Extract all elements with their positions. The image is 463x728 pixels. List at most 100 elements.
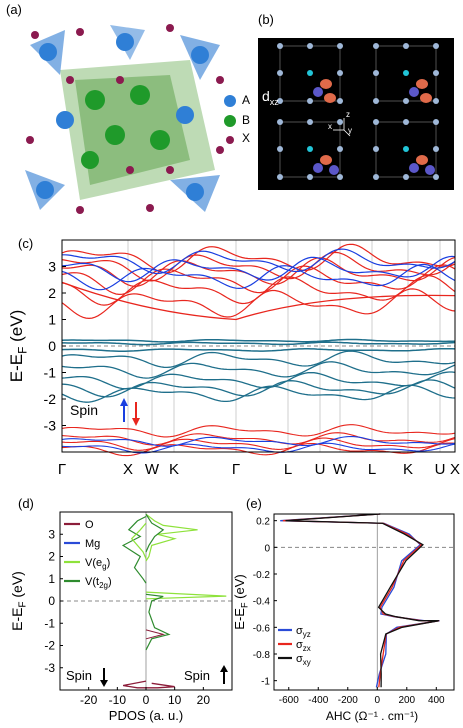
ytick-label: 2 [48,550,55,564]
legend-b-dot [224,115,236,127]
kpoint-label: Γ [58,461,66,478]
spin-up-band [61,255,456,283]
legend-label: σyz [296,625,311,639]
xtick-label: 200 [398,695,415,706]
vt2g-curve [121,515,147,584]
legend-a-dot [224,95,236,107]
legend-x-dot [226,136,234,144]
plot-frame [273,513,455,691]
kpoint-label: U [315,461,326,478]
ytick-label: 1 [48,312,56,328]
xtick-label: -400 [308,695,328,706]
xtick-label: 400 [428,695,445,706]
valence-band [61,361,456,379]
ytick-label: -0.2 [253,570,271,581]
spin-down-arrowhead [100,680,108,687]
panel-e-label: (e) [246,496,262,511]
xtick-label: 10 [168,693,182,707]
kpoint-label: L [368,461,376,478]
valence-band [61,384,456,403]
spin-down-band [61,437,456,451]
spin-up-band [61,435,456,447]
panel-c-label: (c) [18,236,34,251]
legend-b-label: B [242,113,251,127]
valence-band [61,371,456,390]
ytick-label: 3 [48,259,56,275]
orbital-axis-y: y [348,126,352,135]
ytick-label: 0 [48,594,55,608]
spin-down-band [61,288,456,320]
legend-label: Mg [85,538,100,550]
ytick-label: 1 [48,572,55,586]
legend-x-label: X [242,131,251,145]
panel-d-label: (d) [18,496,34,511]
xaxis-label: PDOS (a. u.) [109,708,183,723]
legend-label: σzx [296,639,311,653]
orbital-axis-x: x [328,122,332,131]
ytick-label: -1 [44,616,55,630]
kpoint-label: W [333,461,348,478]
ytick-label: -0.6 [253,623,271,634]
kpoint-label: L [284,461,292,478]
ytick-label: -2 [44,391,57,407]
kpoint-label: U [435,461,446,478]
spin-up-arrowhead [220,665,228,672]
kpoint-label: W [145,461,160,478]
legend-label: σxy [296,653,311,667]
kpoint-label: K [169,461,179,478]
spin-up-band [62,248,456,275]
orbital-structures [277,43,439,180]
ytick-label: -3 [44,661,55,675]
panel-b-label: (b) [258,12,274,27]
ytick-label: 0 [264,543,270,554]
ytick-label: 0.2 [256,517,270,528]
crystal-structure-image [25,24,224,214]
flat-band [61,347,456,352]
spin-down-band [61,243,456,274]
kpoint-label: X [123,461,133,478]
legend-label: V(eg) [85,557,110,571]
yaxis-label: E-EF (eV) [7,310,29,382]
legend-label: O [85,519,94,531]
spin-down-band [61,256,456,287]
ytick-label: -1 [44,365,57,381]
ytick-label: 3 [48,527,55,541]
o-curve [122,680,175,689]
legend-a-label: A [242,93,251,107]
yaxis-label: E-EF (eV) [9,571,29,631]
spin-up-arrowhead [120,398,128,406]
spin-down-arrowhead [132,418,140,426]
xtick-label: -20 [80,693,98,707]
ahc-curve [282,513,440,688]
xtick-label: 0 [143,693,150,707]
xtick-label: -600 [279,695,299,706]
valence-band [61,379,456,398]
ytick-label: -2 [44,639,55,653]
spin-down-band [61,424,456,438]
xtick-label: 20 [197,693,211,707]
ytick-label: -0.4 [253,597,271,608]
legend-label: V(t2g) [85,576,112,590]
kpoint-label: K [403,461,413,478]
kpoint-label: Γ [232,461,240,478]
yaxis-label: E-EF (eV) [232,574,249,629]
spin-up-band [61,442,456,454]
spin-down-band [61,264,456,296]
xaxis-label: AHC (Ω⁻¹ . cm⁻¹) [326,709,418,723]
ahc-curve [280,513,440,688]
spin-down-band [61,432,456,446]
ytick-label: -1 [261,677,270,688]
vt2g-curve [145,513,165,553]
valence-band [61,350,456,369]
ytick-label: -3 [44,418,57,434]
orbital-label: dxz [262,88,279,107]
kpoint-label: X [450,461,460,478]
vt2g-curve [145,593,171,651]
ytick-label: 0 [48,338,56,354]
veg-curve [130,522,147,559]
spin-label: Spin [70,402,98,418]
ahc-curve [285,513,440,688]
flat-band [61,338,456,343]
panel-a-label: (a) [6,2,22,17]
